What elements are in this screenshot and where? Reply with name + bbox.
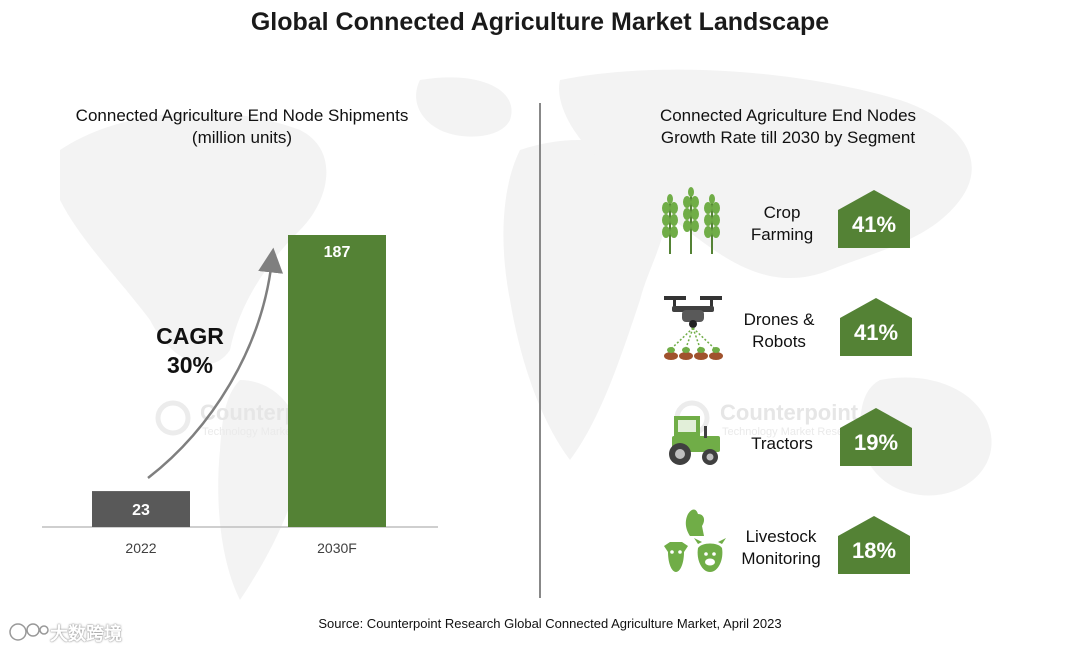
left-subtitle-line1: Connected Agriculture End Node Shipments <box>75 106 409 125</box>
house-badge-shape <box>838 190 910 248</box>
growth-badge-livestock-monitoring: 18% <box>838 516 910 574</box>
segment-label-line2: Robots <box>752 332 806 351</box>
corner-watermark-icon <box>9 623 49 641</box>
right-subtitle-line2: Growth Rate till 2030 by Segment <box>660 128 916 147</box>
segment-label-line2: Farming <box>750 225 814 244</box>
right-subtitle-line1: Connected Agriculture End Nodes <box>659 106 917 125</box>
wheat-icon <box>662 187 720 254</box>
watermark-brand-right: Counterpoint <box>720 400 859 425</box>
house-badge-shape <box>840 408 912 466</box>
page-title: Global Connected Agriculture Market Land… <box>250 8 830 36</box>
bar-2022 <box>92 491 190 527</box>
x-tick-label: 2030F <box>317 540 357 556</box>
drone-icon <box>664 296 723 360</box>
growth-badge-tractors: 19% <box>840 408 912 466</box>
x-tick-label: 2022 <box>125 540 156 556</box>
growth-value: 18% <box>851 538 897 563</box>
segment-label-line1: Crop <box>763 203 801 222</box>
growth-badge-drones-robots: 41% <box>840 298 912 356</box>
growth-value: 19% <box>853 430 899 455</box>
livestock-icon <box>664 509 726 572</box>
segment-label-line1: Livestock <box>745 527 817 546</box>
shipments-bar-chart: 23 2022 187 2030F <box>42 235 438 556</box>
house-badge-shape <box>838 516 910 574</box>
segment-label-tractors: Tractors <box>712 433 852 455</box>
cagr-value: 30% <box>166 352 214 378</box>
right-panel-subtitle: Connected Agriculture End Nodes Growth R… <box>600 105 976 149</box>
bar-data-label: 23 <box>132 502 150 519</box>
tractor-icon <box>669 416 720 465</box>
segment-label-crop-farming: Crop Farming <box>712 202 852 246</box>
growth-value: 41% <box>851 212 897 237</box>
cagr-annotation: CAGR 30% <box>140 322 240 380</box>
bar-data-label: 187 <box>324 244 351 261</box>
cagr-arrow <box>147 247 284 479</box>
house-badge-shape <box>840 298 912 356</box>
cagr-label: CAGR <box>156 323 224 349</box>
panel-divider <box>539 103 541 598</box>
segment-label-livestock-monitoring: Livestock Monitoring <box>711 526 851 570</box>
corner-watermark-text: 大数跨境 <box>50 624 122 644</box>
growth-value: 41% <box>853 320 899 345</box>
segment-label-drones-robots: Drones & Robots <box>709 309 849 353</box>
segment-label-line2: Monitoring <box>741 549 821 568</box>
source-note: Source: Counterpoint Research Global Con… <box>318 616 782 631</box>
counterpoint-watermark-logo <box>155 400 191 436</box>
watermark-tagline-right: Technology Market Research <box>722 426 865 438</box>
segment-label-line1: Drones & <box>743 310 815 329</box>
left-subtitle-line2: (million units) <box>191 128 293 147</box>
left-chart-subtitle: Connected Agriculture End Node Shipments… <box>40 105 444 149</box>
bar-2030F <box>288 235 386 527</box>
segment-label-line1: Tractors <box>751 434 813 453</box>
growth-badge-crop-farming: 41% <box>838 190 910 248</box>
